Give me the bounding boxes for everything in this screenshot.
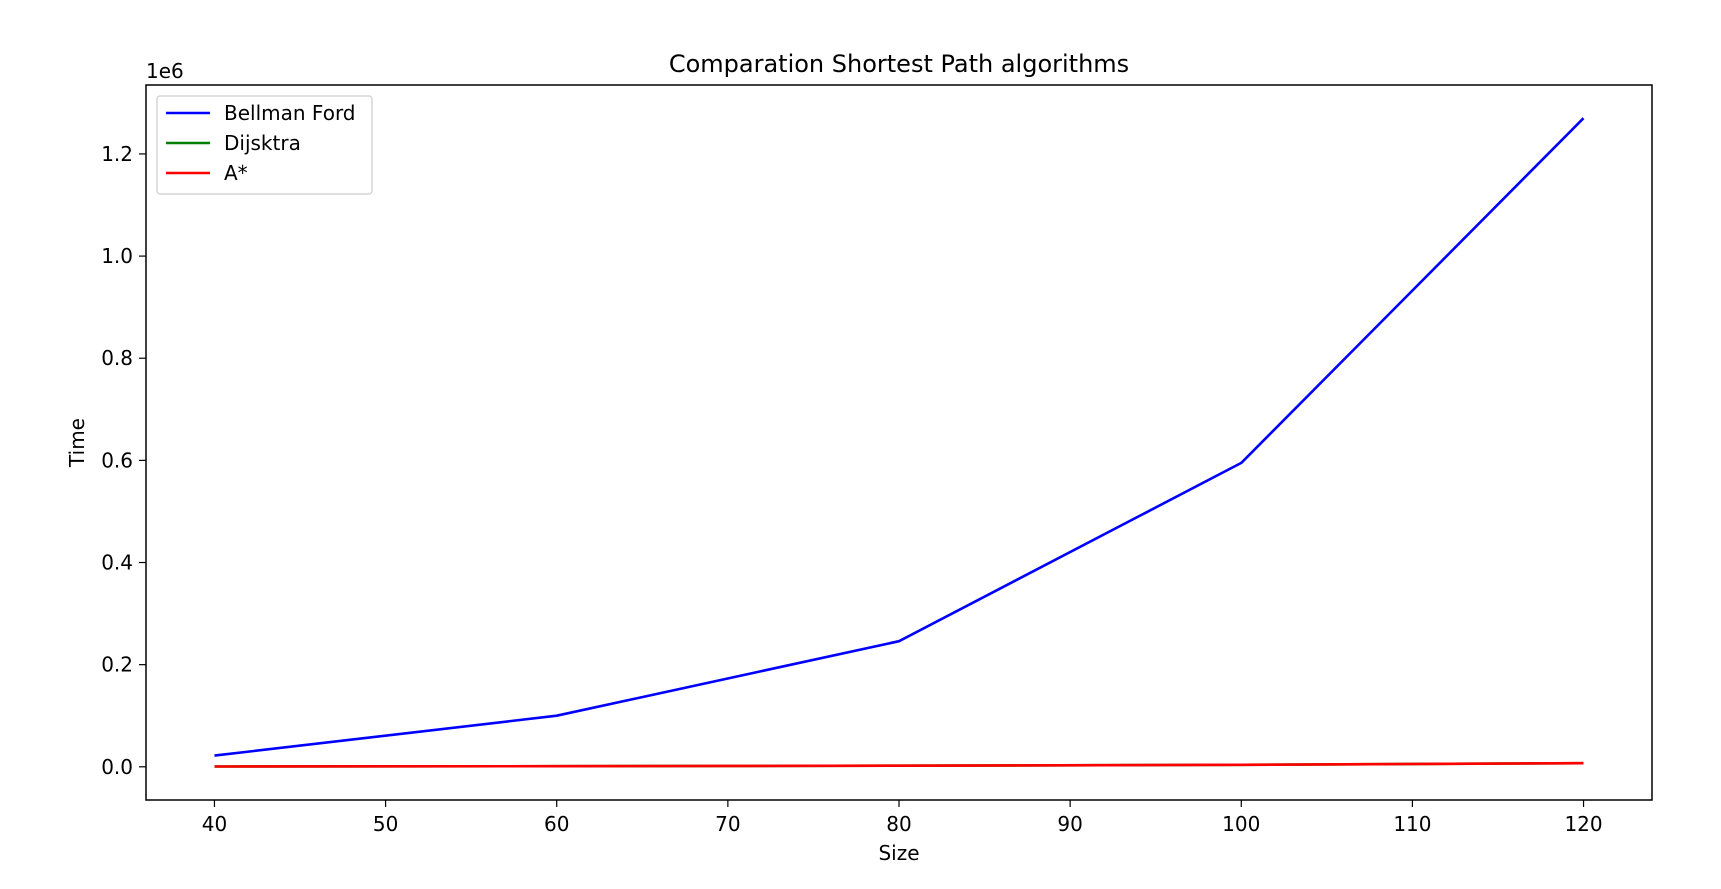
x-tick-label: 120 <box>1564 812 1602 836</box>
series-layer <box>214 117 1585 768</box>
y-axis-label: Time <box>65 418 89 468</box>
y-offset-label: 1e6 <box>146 59 184 83</box>
y-axis: 0.0 0.2 0.4 0.6 0.8 1.0 1.2 <box>101 142 146 779</box>
legend-label-a: A* <box>224 161 248 185</box>
chart-title: Comparation Shortest Path algorithms <box>669 50 1129 78</box>
x-tick-label: 40 <box>202 812 227 836</box>
x-tick-label: 50 <box>373 812 398 836</box>
legend: Bellman Ford Dijsktra A* <box>156 95 373 195</box>
x-axis: 40 50 60 70 80 90 100 110 120 <box>202 800 1603 836</box>
x-tick-label: 80 <box>886 812 911 836</box>
y-tick-label: 0.2 <box>101 653 133 677</box>
y-tick-label: 0.0 <box>101 755 133 779</box>
legend-label-dijsktra: Dijsktra <box>224 131 301 155</box>
x-tick-label: 100 <box>1222 812 1260 836</box>
x-tick-label: 60 <box>544 812 569 836</box>
y-tick-label: 1.0 <box>101 244 133 268</box>
x-tick-label: 110 <box>1393 812 1431 836</box>
y-tick-label: 1.2 <box>101 142 133 166</box>
legend-box <box>156 95 373 195</box>
x-axis-label: Size <box>878 841 919 865</box>
series-line-a <box>214 761 1584 768</box>
legend-label-bellman-ford: Bellman Ford <box>224 101 356 125</box>
series-line-bellman-ford <box>214 117 1585 757</box>
y-tick-label: 0.8 <box>101 346 133 370</box>
x-tick-label: 90 <box>1057 812 1082 836</box>
x-tick-label: 70 <box>715 812 740 836</box>
y-tick-label: 0.4 <box>101 551 133 575</box>
y-tick-label: 0.6 <box>101 448 133 472</box>
